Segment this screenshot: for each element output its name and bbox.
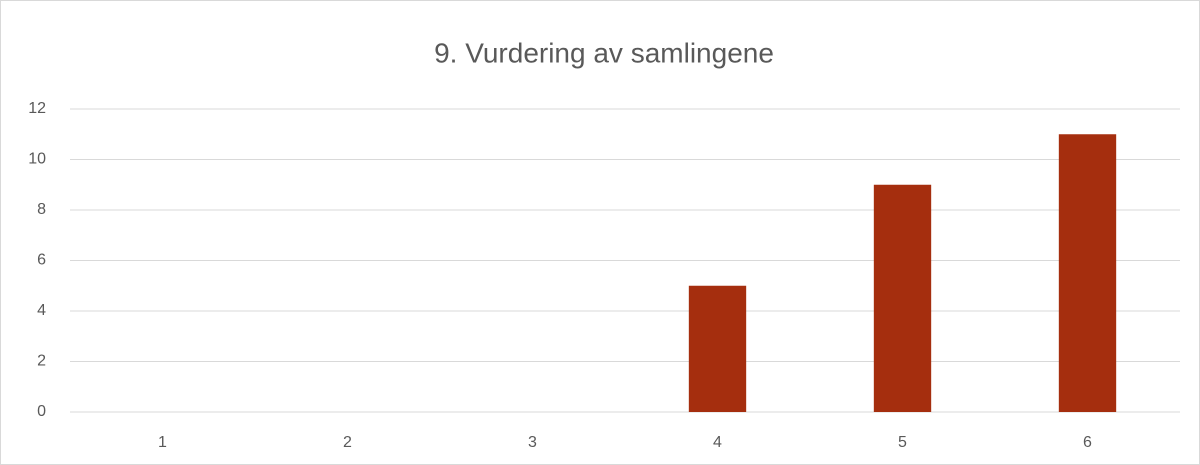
y-tick-label: 0 [37,403,46,420]
x-tick-label: 3 [528,434,537,451]
x-tick-label: 4 [713,434,722,451]
bar [1058,134,1117,412]
x-tick-label: 6 [1083,434,1092,451]
x-tick-label: 2 [343,434,352,451]
chart-title: 9. Vurdering av samlingene [434,37,774,68]
y-tick-label: 6 [37,252,46,269]
x-tick-label: 5 [898,434,907,451]
y-tick-label: 4 [37,302,46,319]
x-tick-label: 1 [158,434,167,451]
y-tick-label: 2 [37,353,46,370]
y-tick-label: 8 [37,201,46,218]
bar [688,285,747,412]
y-tick-label: 12 [28,100,46,117]
y-tick-label: 10 [28,151,46,168]
bar [873,184,932,412]
